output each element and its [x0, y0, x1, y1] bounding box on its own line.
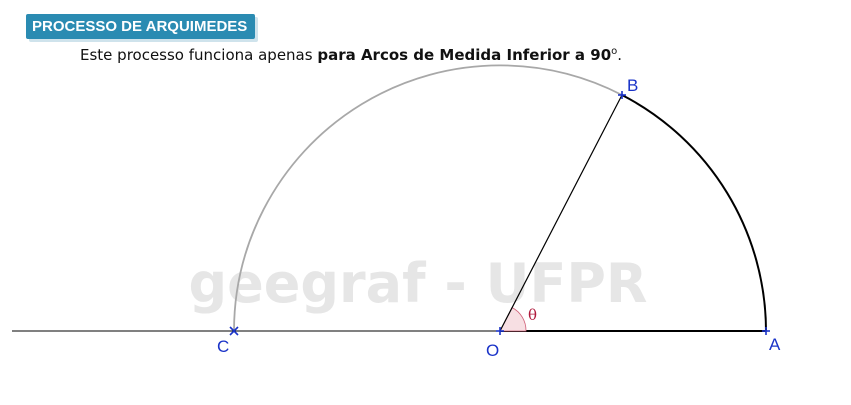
- point-o-marker: [496, 327, 504, 335]
- watermark: geegraf - UFPR: [188, 252, 647, 315]
- arc-ab: [621, 94, 767, 332]
- degree-symbol: o: [611, 46, 618, 57]
- title-badge: PROCESSO DE ARQUIMEDES: [26, 14, 256, 39]
- label-o: O: [486, 341, 499, 360]
- segment-ob: [499, 94, 623, 332]
- label-c: C: [217, 337, 229, 356]
- subtitle: Este processo funciona apenas para Arcos…: [80, 46, 622, 64]
- point-a-marker: [762, 327, 770, 335]
- label-a: A: [769, 335, 781, 354]
- point-c-marker: [229, 326, 239, 336]
- semicircle-arc: [233, 64, 623, 332]
- subtitle-bold: para Arcos de Medida Inferior a 90: [317, 46, 612, 64]
- subtitle-period: .: [617, 46, 623, 64]
- angle-theta-label: θ: [528, 306, 537, 324]
- label-b: B: [627, 76, 638, 95]
- subtitle-text: Este processo funciona apenas: [80, 46, 318, 64]
- point-b-marker: [618, 91, 626, 99]
